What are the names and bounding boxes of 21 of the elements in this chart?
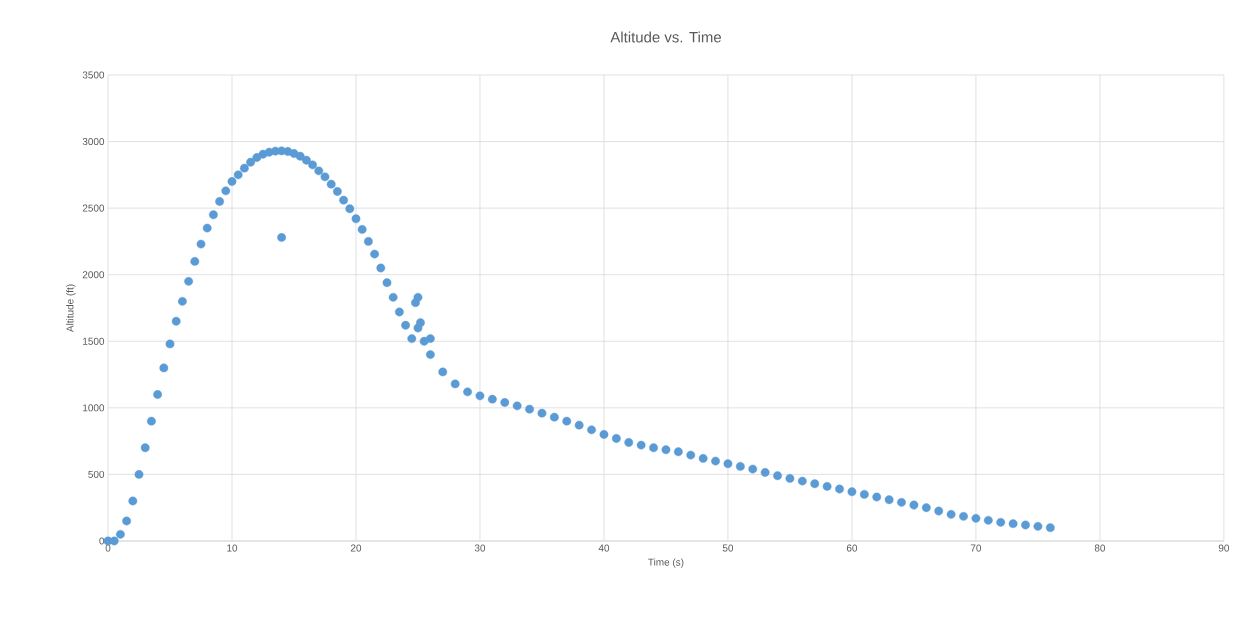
y-tick-label: 0 (99, 537, 105, 545)
y-tick-label: 3000 (82, 138, 105, 146)
x-tick-label: 90 (1218, 544, 1230, 552)
x-tick-label: 0 (105, 544, 111, 552)
x-tick-label: 80 (1094, 544, 1106, 552)
y-tick-label: 2000 (82, 271, 105, 279)
x-tick-label: 70 (970, 544, 982, 552)
y-tick-label: 3500 (82, 71, 105, 79)
x-axis-title: Time (s) (648, 558, 684, 568)
x-tick-label: 60 (846, 544, 858, 552)
x-tick-label: 10 (227, 544, 238, 552)
y-tick-label: 1500 (83, 337, 105, 345)
y-axis-title: Altitude (ft) (66, 284, 76, 333)
x-tick-label: 40 (598, 544, 610, 552)
y-tick-label: 2500 (82, 204, 105, 212)
chart-title: Altitude vs. Time (610, 31, 721, 43)
y-tick-label: 1000 (83, 404, 105, 412)
y-tick-label: 500 (88, 470, 105, 478)
x-tick-label: 30 (474, 544, 486, 552)
x-tick-label: 20 (350, 544, 362, 552)
x-tick-label: 50 (722, 544, 734, 552)
